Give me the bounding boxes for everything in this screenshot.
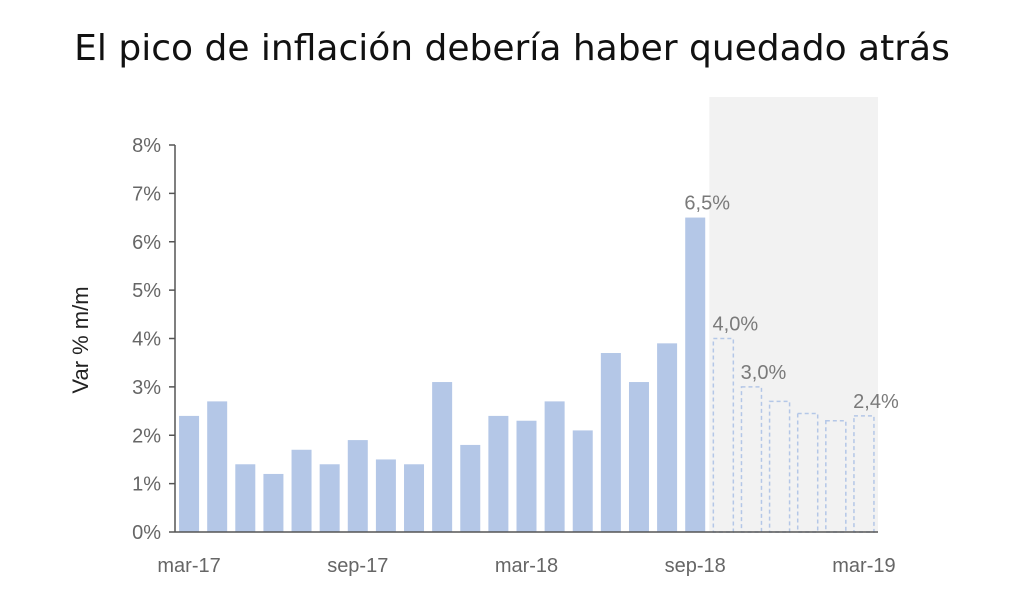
bar-jul-18 — [628, 382, 649, 532]
bar-dic-17 — [432, 382, 453, 532]
y-tick-label: 8% — [132, 135, 161, 157]
x-tick-label: sep-17 — [327, 555, 388, 577]
bar-sep-17 — [347, 440, 368, 532]
bar-ago-17 — [319, 464, 340, 532]
data-label: 2,4% — [853, 391, 899, 413]
bar-may-18 — [572, 430, 593, 532]
y-tick-label: 3% — [132, 377, 161, 399]
bar-nov-17 — [404, 464, 425, 532]
data-labels: 6,5% 4,0% 3,0% 2,4% — [684, 193, 899, 413]
bar-sep-18 — [685, 217, 706, 532]
bar-feb-18 — [488, 415, 509, 532]
bar-abr-17 — [207, 401, 228, 532]
data-label: 6,5% — [684, 193, 730, 215]
bar-jun-18 — [600, 353, 621, 532]
forecast-shade — [709, 97, 878, 532]
bar-may-17 — [235, 464, 256, 532]
y-ticks: 0% 1% 2% 3% 4% 5% 6% 7% 8% — [132, 135, 175, 544]
x-tick-label: sep-18 — [665, 555, 726, 577]
y-tick-label: 0% — [132, 522, 161, 544]
y-tick-label: 2% — [132, 425, 161, 447]
chart-title: El pico de inflación debería haber queda… — [74, 28, 950, 69]
x-ticks: mar-17 sep-17 mar-18 sep-18 mar-19 — [157, 555, 895, 577]
y-axis-label: Var % m/m — [68, 286, 93, 393]
x-tick-label: mar-17 — [157, 555, 220, 577]
bar-oct-17 — [375, 459, 396, 532]
forecast-bar-dic-18 — [768, 400, 791, 533]
data-label: 4,0% — [713, 314, 759, 336]
bar-abr-18 — [544, 401, 565, 532]
y-tick-label: 7% — [132, 183, 161, 205]
bar-ago-18 — [657, 343, 678, 532]
y-tick-label: 5% — [132, 280, 161, 302]
y-tick-label: 1% — [132, 474, 161, 496]
y-tick-label: 6% — [132, 232, 161, 254]
bar-mar-18 — [516, 420, 537, 532]
forecast-bar-oct-18 — [712, 337, 735, 533]
forecast-shaded-region — [709, 97, 878, 532]
bar-jun-17 — [263, 473, 284, 532]
bar-jul-17 — [291, 449, 312, 532]
forecast-bar-mar-19 — [853, 415, 875, 533]
bar-ene-18 — [460, 444, 481, 532]
data-label: 3,0% — [741, 362, 787, 384]
x-tick-label: mar-18 — [495, 555, 558, 577]
bars — [179, 217, 875, 533]
x-tick-label: mar-19 — [832, 555, 895, 577]
bar-mar-17 — [179, 415, 200, 532]
y-tick-label: 4% — [132, 329, 161, 351]
